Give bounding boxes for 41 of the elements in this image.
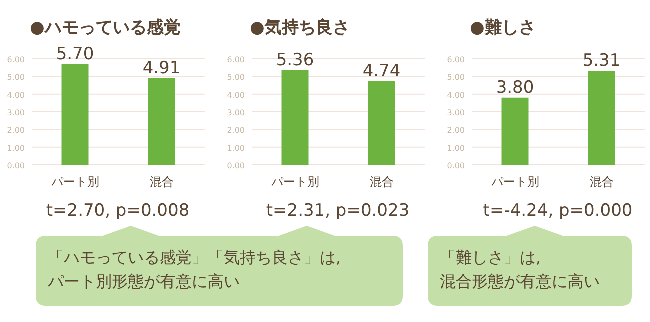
x-tick-label: 混合 — [370, 175, 394, 189]
x-tick-label: パート別 — [270, 175, 320, 189]
y-tick-label: 1.00 — [447, 144, 465, 153]
x-tick-label: パート別 — [50, 175, 100, 189]
y-tick-label: 1.00 — [7, 144, 25, 153]
y-tick-label: 5.00 — [7, 73, 25, 82]
text: t=2.70, p=0.008 — [46, 201, 190, 221]
y-tick-label: 4.00 — [447, 90, 465, 100]
data-label: 4.74 — [362, 61, 401, 82]
data-label: 5.70 — [56, 44, 94, 64]
x-tick-label: パート別 — [490, 175, 540, 189]
y-tick-label: 3.00 — [447, 108, 465, 118]
chart-title: ●ハモっている感覚 — [30, 18, 181, 38]
y-tick-label: 3.00 — [227, 108, 245, 118]
y-tick-label: 5.00 — [227, 73, 245, 82]
y-tick-label: 0.00 — [447, 162, 465, 170]
y-tick-label: 6.00 — [447, 56, 465, 64]
text: 「ハモっている感覚」「気持ち良さ」は, パート別形態が有意に高い — [47, 247, 342, 293]
text: t=-4.24, p=0.000 — [483, 201, 633, 221]
y-tick-label: 2.00 — [447, 126, 465, 136]
data-label: 3.80 — [496, 78, 534, 98]
y-tick-label: 4.00 — [7, 90, 25, 100]
y-tick-label: 4.00 — [227, 90, 245, 100]
data-label: 5.31 — [582, 51, 621, 72]
data-label: 5.36 — [276, 50, 314, 70]
y-tick-label: 2.00 — [227, 126, 245, 136]
chart-title: ●難しさ — [470, 18, 536, 38]
data-label: 4.91 — [142, 58, 181, 78]
x-tick-label: 混合 — [590, 175, 614, 189]
text: 「難しさ」は, 混合形態が有意に高い — [439, 247, 601, 293]
y-tick-label: 1.00 — [227, 144, 245, 153]
text: t=2.31, p=0.023 — [266, 201, 410, 221]
y-tick-label: 6.00 — [7, 56, 25, 64]
y-tick-label: 3.00 — [7, 108, 25, 118]
y-tick-label: 5.00 — [447, 73, 465, 82]
y-tick-label: 0.00 — [7, 162, 25, 170]
y-tick-label: 6.00 — [227, 56, 245, 64]
x-tick-label: 混合 — [150, 175, 174, 189]
y-tick-label: 2.00 — [7, 126, 25, 136]
y-tick-label: 0.00 — [227, 162, 245, 170]
chart-title: ●気持ち良さ — [250, 18, 350, 38]
